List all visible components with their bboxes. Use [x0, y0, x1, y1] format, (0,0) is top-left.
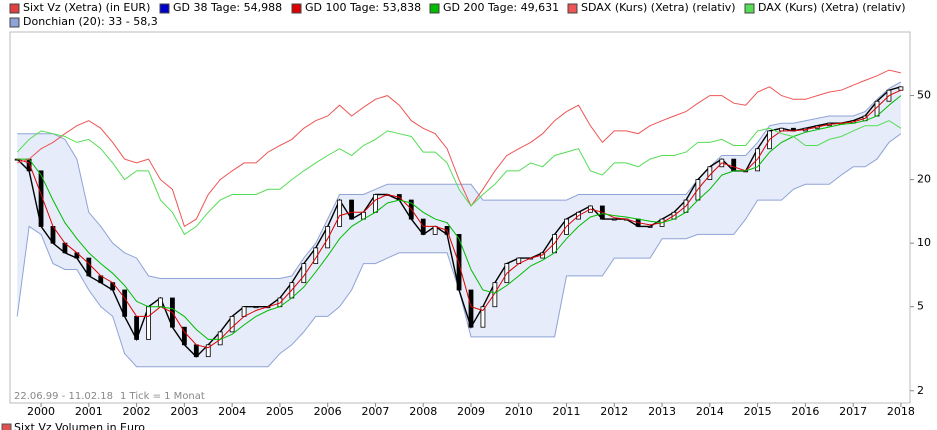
legend-swatch: [291, 3, 302, 14]
candle: [241, 306, 247, 317]
legend-swatch: [429, 3, 440, 14]
candle: [898, 86, 904, 91]
x-tick-label: 2016: [791, 405, 819, 418]
x-tick-label: 2013: [648, 405, 676, 418]
indicator-line: [17, 69, 902, 228]
volume-title: Sixt Vz Volumen in Euro: [14, 421, 145, 430]
candle: [480, 306, 486, 328]
candle: [229, 315, 235, 333]
candle: [456, 234, 462, 291]
x-tick-label: 2008: [409, 405, 437, 418]
candle: [337, 199, 343, 227]
x-tick-label: 2010: [505, 405, 533, 418]
legend-label: SDAX (Kurs) (Xetra) (relativ): [581, 1, 736, 14]
candle: [432, 226, 438, 235]
legend-label: DAX (Kurs) (Xetra) (relativ): [758, 1, 906, 14]
candle: [349, 199, 354, 220]
tick-note: 1 Tick = 1 Monat: [120, 391, 205, 402]
x-tick-label: 2006: [314, 405, 342, 418]
candle: [193, 344, 199, 358]
candle: [492, 282, 498, 308]
candle: [205, 344, 211, 358]
candle: [253, 306, 259, 309]
candle: [134, 315, 139, 340]
period: 22.06.99 - 11.02.18: [14, 391, 113, 402]
legend-label: GD 38 Tage: 54,988: [173, 1, 282, 14]
legend-label: GD 200 Tage: 49,631: [443, 1, 559, 14]
legend-swatch: [9, 3, 20, 14]
y-tick-label: 5: [917, 300, 924, 313]
indicator-line: [17, 95, 902, 340]
y-tick-label: 20: [917, 173, 931, 186]
x-tick-label: 2005: [266, 405, 294, 418]
candle: [146, 306, 151, 340]
candle: [122, 289, 128, 317]
indicator-line: [16, 120, 902, 236]
candle: [611, 218, 617, 221]
x-tick-label: 2002: [123, 405, 151, 418]
legend-swatch: [744, 3, 755, 14]
legend-label: Donchian (20): 33 - 58,3: [23, 15, 158, 28]
indicator-line: [17, 89, 902, 349]
x-tick-label: 2018: [887, 405, 915, 418]
y-tick-label: 10: [917, 236, 931, 249]
x-tick-label: 2003: [170, 405, 198, 418]
candle: [181, 326, 187, 346]
legend-swatch: [159, 3, 170, 14]
candle: [373, 194, 378, 213]
x-tick-label: 2017: [839, 405, 867, 418]
y-tick-label: 2: [917, 384, 924, 397]
legend-swatch: [9, 17, 20, 28]
volume-swatch: [1, 423, 12, 430]
legend-label: GD 100 Tage: 53,838: [305, 1, 421, 14]
x-tick-label: 2014: [696, 405, 724, 418]
candle: [86, 257, 92, 277]
x-tick-label: 2012: [600, 405, 628, 418]
candle: [325, 226, 331, 249]
x-tick-label: 2004: [218, 405, 246, 418]
legend-label: Sixt Vz (Xetra) (in EUR): [23, 1, 150, 14]
y-tick-label: 50: [917, 89, 931, 102]
x-tick-label: 2011: [553, 405, 581, 418]
x-tick-label: 2000: [27, 405, 55, 418]
x-tick-label: 2007: [361, 405, 389, 418]
candle: [647, 226, 653, 228]
donchian-upper: [17, 81, 902, 279]
x-tick-label: 2015: [744, 405, 772, 418]
line-layer: [14, 69, 904, 358]
candle: [158, 297, 163, 308]
candle: [468, 289, 474, 328]
legend-swatch: [567, 3, 578, 14]
x-tick-label: 2001: [75, 405, 103, 418]
x-tick-label: 2009: [457, 405, 485, 418]
donchian-fill: [17, 82, 901, 367]
candle: [731, 158, 737, 172]
candle: [755, 148, 761, 172]
